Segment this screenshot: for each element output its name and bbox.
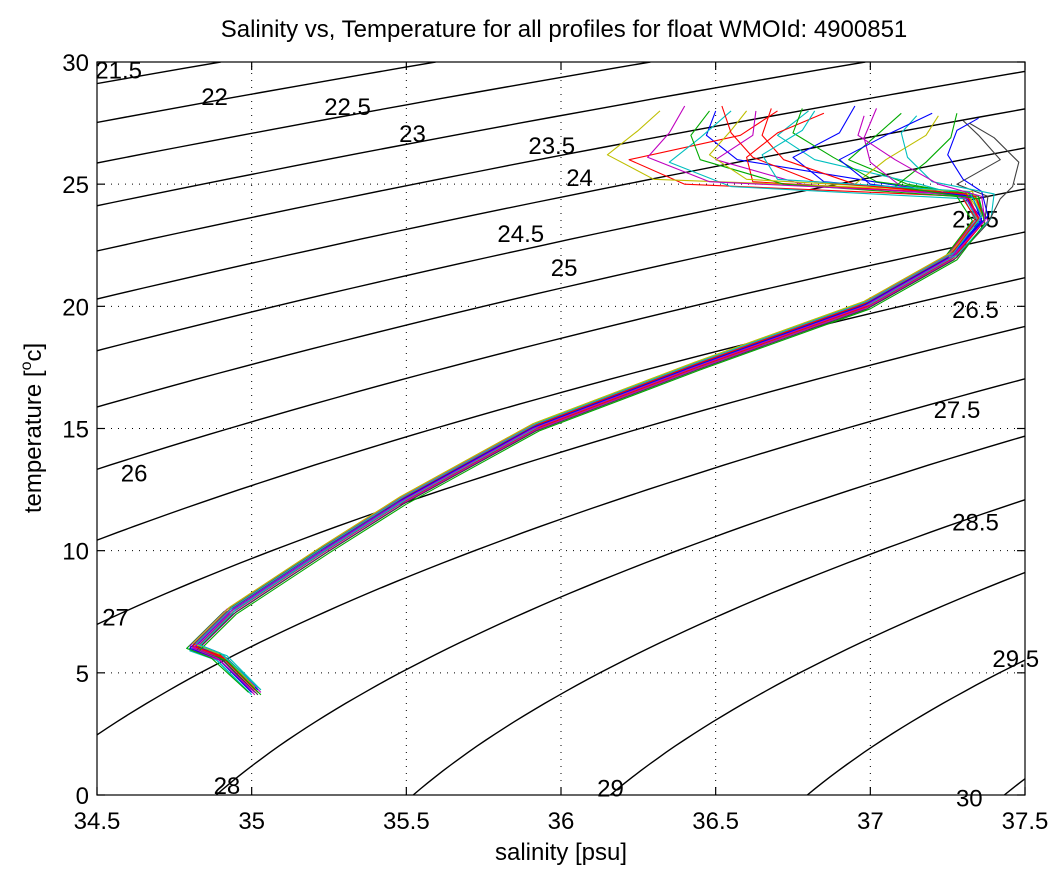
- x-tick-label: 37.5: [1002, 808, 1049, 835]
- y-tick-label: 30: [62, 50, 89, 77]
- density-contour-line: [609, 571, 1025, 795]
- profile-series-line: [195, 122, 1020, 696]
- density-contour-line: [97, 378, 1025, 736]
- density-contour-label: 27: [102, 605, 129, 632]
- density-contour-label: 27.5: [934, 397, 981, 424]
- density-contour-label: 21.5: [95, 57, 142, 84]
- density-contour-line: [97, 276, 1025, 541]
- density-contour-label: 23.5: [528, 133, 575, 160]
- x-tick-label: 37: [857, 808, 884, 835]
- density-contour-label: 23: [399, 121, 426, 148]
- density-contour-label: 29.5: [992, 646, 1039, 673]
- density-contour-label: 22.5: [324, 94, 371, 121]
- x-tick-label: 35.5: [383, 808, 430, 835]
- profile-series-line: [192, 115, 986, 693]
- profile-series-line: [195, 110, 983, 688]
- density-contour-label: 26.5: [952, 297, 999, 324]
- profile-series: [186, 105, 1020, 696]
- density-contour-line: [215, 435, 1025, 795]
- density-contour-label: 24: [566, 165, 593, 192]
- y-axis-label: temperature [oc]: [18, 343, 47, 513]
- x-axis-label: salinity [psu]: [495, 839, 627, 866]
- y-axis-label-suffix: c]: [20, 343, 47, 362]
- y-tick-label: 0: [76, 783, 89, 810]
- density-contour-label: 22: [201, 84, 228, 111]
- profile-series-line: [198, 113, 986, 696]
- x-tick-labels: 34.5 35 35.5 36 36.5 37 37.5: [74, 808, 1049, 835]
- density-contour-label: 28: [214, 773, 241, 800]
- density-contour-line: [97, 108, 1025, 300]
- density-contour-line: [806, 659, 1025, 795]
- density-contour-label: 24.5: [497, 221, 544, 248]
- y-tick-label: 25: [62, 172, 89, 199]
- density-contour-label: 30: [956, 785, 983, 812]
- density-contour-line: [97, 70, 1025, 252]
- y-tick-label: 5: [76, 661, 89, 688]
- y-tick-label: 10: [62, 539, 89, 566]
- density-contour-label: 29: [597, 776, 624, 803]
- x-tick-label: 36.5: [692, 808, 739, 835]
- x-tick-label: 36: [548, 808, 575, 835]
- y-axis-label-superscript: o: [18, 361, 35, 370]
- axis-ticks: [96, 61, 1026, 796]
- density-contour-label: 25: [551, 255, 578, 282]
- x-tick-label: 35: [238, 808, 265, 835]
- y-tick-label: 15: [62, 417, 89, 444]
- density-contour-label: 28.5: [952, 509, 999, 536]
- density-contour-label: 26: [121, 460, 148, 487]
- density-contour-line: [97, 231, 1025, 471]
- density-contour-line: [97, 62, 866, 207]
- y-axis-label-main: temperature [: [20, 370, 47, 513]
- chart-title: Salinity vs, Temperature for all profile…: [221, 16, 908, 43]
- grid-lines: [97, 62, 1025, 795]
- density-contour-line: [412, 498, 1025, 795]
- profile-series-line: [192, 110, 983, 688]
- density-contour-line: [97, 325, 1025, 626]
- y-tick-label: 20: [62, 294, 89, 321]
- x-tick-label: 34.5: [74, 808, 121, 835]
- y-tick-labels: 0 5 10 15 20 25 30: [62, 50, 89, 810]
